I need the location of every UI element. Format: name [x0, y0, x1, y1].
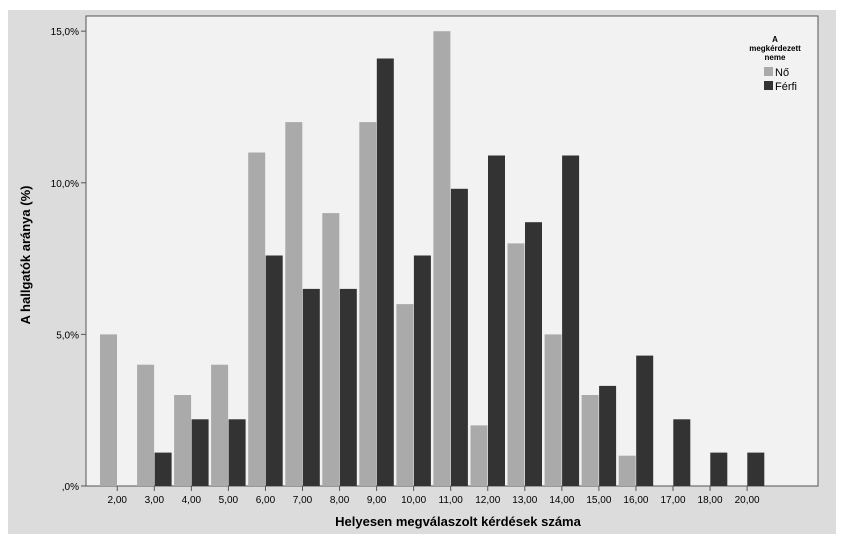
x-tick-label: 18,00 [698, 495, 723, 506]
y-tick-label: 15,0% [51, 27, 79, 38]
x-tick-label: 13,00 [512, 495, 537, 506]
bar-no-9-00 [359, 122, 377, 486]
bar-no-6-00 [248, 152, 266, 486]
chart-frame: ,0% 5,0% 10,0% 15,0% 2,00 3,00 4,00 5,00 6,00 7,… [8, 10, 836, 534]
bar-no-12-00 [470, 425, 488, 486]
x-tick-label: 16,00 [623, 495, 648, 506]
bar-ferfi-11-00 [450, 188, 468, 487]
bar-ferfi-13-00 [525, 222, 542, 486]
legend-title-line-3: neme [765, 53, 786, 62]
y-axis: ,0% 5,0% 10,0% 15,0% [51, 27, 86, 493]
bar-ferfi-12-00 [488, 155, 505, 486]
bar-no-5-00 [211, 364, 229, 486]
bar-ferfi-15-00 [599, 385, 617, 486]
bar-ferfi-5-00 [228, 419, 246, 486]
bar-ferfi-7-00 [302, 288, 320, 486]
legend-label-ferfi: Férfi [775, 81, 797, 93]
x-tick-label: 9,00 [367, 495, 387, 506]
bar-no-4-00 [174, 395, 192, 486]
legend-label-no: Nő [775, 67, 789, 79]
legend-swatch-ferfi [764, 81, 773, 90]
bar-ferfi-3-00 [154, 452, 172, 486]
legend-swatch-no [764, 67, 773, 76]
bar-no-15-00 [581, 395, 599, 486]
bar-no-3-00 [137, 364, 155, 486]
y-tick-label: ,0% [62, 482, 79, 493]
bar-no-13-00 [507, 243, 525, 486]
bar-ferfi-16-00 [636, 355, 654, 486]
bar-ferfi-10-00 [413, 255, 431, 486]
x-axis-title: Helyesen megválaszolt kérdések száma [335, 514, 581, 529]
bar-no-10-00 [396, 304, 414, 486]
x-tick-label: 8,00 [330, 495, 350, 506]
x-tick-label: 11,00 [439, 495, 464, 506]
y-axis-title: A hallgatók aránya (%) [18, 186, 33, 325]
x-tick-label: 7,00 [293, 495, 313, 506]
y-tick-label: 5,0% [56, 330, 79, 341]
y-tick-label: 10,0% [51, 179, 79, 190]
bar-chart: ,0% 5,0% 10,0% 15,0% 2,00 3,00 4,00 5,00 6,00 7,… [18, 15, 819, 529]
x-tick-label: 20,00 [735, 495, 760, 506]
x-tick-label: 10,00 [401, 495, 426, 506]
bar-ferfi-17-00 [673, 419, 691, 486]
bar-no-7-00 [285, 122, 303, 486]
legend-title-line-2: megkérdezett [749, 44, 801, 53]
bar-ferfi-8-00 [339, 288, 357, 486]
bar-no-16-00 [618, 455, 636, 486]
bar-ferfi-6-00 [265, 255, 283, 486]
x-tick-label: 5,00 [219, 495, 239, 506]
x-axis: 2,00 3,00 4,00 5,00 6,00 7,00 8,00 9,00 10,00 11,… [108, 486, 760, 506]
legend: A megkérdezett neme Nő Férfi [749, 35, 801, 93]
bar-ferfi-14-00 [562, 155, 580, 486]
legend-title-line-1: A [772, 35, 778, 44]
bar-ferfi-18-00 [710, 452, 728, 486]
x-tick-label: 12,00 [475, 495, 500, 506]
bars-group [100, 31, 765, 487]
x-tick-label: 17,00 [660, 495, 685, 506]
bar-no-8-00 [322, 213, 340, 486]
x-tick-label: 2,00 [108, 495, 128, 506]
bar-ferfi-9-00 [376, 58, 394, 486]
bar-no-11-00 [433, 31, 451, 486]
x-tick-label: 3,00 [145, 495, 165, 506]
x-tick-label: 4,00 [182, 495, 202, 506]
bar-ferfi-20-00 [747, 452, 765, 486]
x-tick-label: 14,00 [549, 495, 574, 506]
bar-ferfi-4-00 [191, 419, 209, 486]
x-tick-label: 15,00 [586, 495, 611, 506]
bar-no-14-00 [544, 334, 562, 486]
bar-no-2-00 [100, 334, 117, 486]
x-tick-label: 6,00 [256, 495, 276, 506]
